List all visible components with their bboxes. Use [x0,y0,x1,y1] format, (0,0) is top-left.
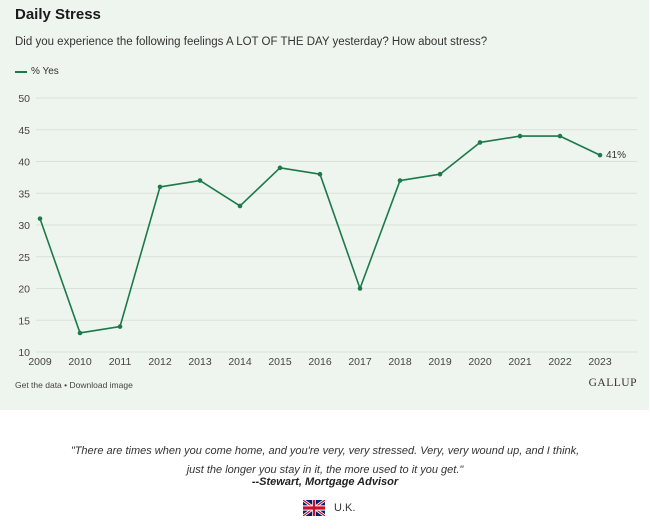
download-image-link[interactable]: Download image [69,380,133,390]
series-line-0 [39,135,601,334]
y-tick-50: 50 [18,93,30,105]
legend-swatch [15,70,27,73]
quote-line-2: just the longer you stay in it, the more… [186,464,464,476]
y-tick-labels: 10 15 20 25 30 35 40 45 50 [18,93,30,359]
data-point-2018 [397,178,403,183]
x-tick-2013: 2013 [188,356,212,368]
uk-flag-icon [303,500,325,516]
data-point-2011 [117,324,123,329]
chart-subtitle: Did you experience the following feeling… [15,36,488,48]
x-tick-2018: 2018 [388,356,412,368]
grid-lines [36,97,637,353]
get-data-link[interactable]: Get the data [15,380,62,390]
data-point-2020 [477,140,483,145]
y-tick-35: 35 [18,188,30,200]
x-tick-2012: 2012 [148,356,172,368]
data-point-2019 [437,171,443,177]
y-tick-45: 45 [18,125,30,137]
data-point-2009 [37,216,43,221]
data-point-2017 [357,286,363,291]
y-tick-10: 10 [18,347,30,359]
end-value-label: 41% [606,150,626,161]
y-tick-15: 15 [18,315,30,327]
x-tick-2019: 2019 [428,356,452,368]
x-tick-2020: 2020 [468,356,492,368]
x-tick-2011: 2011 [109,356,132,368]
data-point-2012 [157,184,163,190]
data-points: 41% [37,133,626,336]
data-point-2021 [517,133,523,139]
data-point-2016 [317,171,323,177]
footer-separator: • [61,380,70,390]
x-tick-2010: 2010 [68,356,92,368]
data-point-2013 [197,178,203,183]
legend: % Yes [15,66,59,77]
series-line [39,135,601,334]
x-tick-2016: 2016 [308,356,332,368]
quote-line-1: "There are times when you come home, and… [70,445,580,457]
country-label: U.K. [334,502,356,514]
x-tick-2009: 2009 [28,356,52,368]
country-tag: U.K. [303,500,355,516]
y-tick-40: 40 [18,157,30,169]
x-tick-labels: 2009 2010 2011 2012 2013 2014 2015 2016 2017 2018… [28,356,612,368]
quote-attribution: --Stewart, Mortgage Advisor [251,476,399,488]
x-tick-2023: 2023 [588,356,612,368]
y-tick-25: 25 [18,252,30,264]
footer-links: Get the data • Download image [15,380,133,390]
data-point-2022 [557,133,563,139]
data-point-2010 [77,330,83,336]
legend-label: % Yes [31,66,59,77]
data-point-2015 [277,165,283,171]
y-tick-20: 20 [18,284,30,296]
x-tick-2021: 2021 [508,356,532,368]
x-tick-2022: 2022 [548,356,572,368]
chart-title: Daily Stress [15,6,101,23]
y-tick-30: 30 [18,220,30,232]
x-tick-2014: 2014 [228,356,252,368]
x-tick-2017: 2017 [348,356,372,368]
data-point-2023 [597,152,603,158]
chart-panel [0,0,649,410]
x-tick-2015: 2015 [268,356,292,368]
gallup-logo: GALLUP [588,377,637,389]
data-point-2014 [237,203,243,209]
quote-block: "There are times when you come home, and… [0,442,650,480]
